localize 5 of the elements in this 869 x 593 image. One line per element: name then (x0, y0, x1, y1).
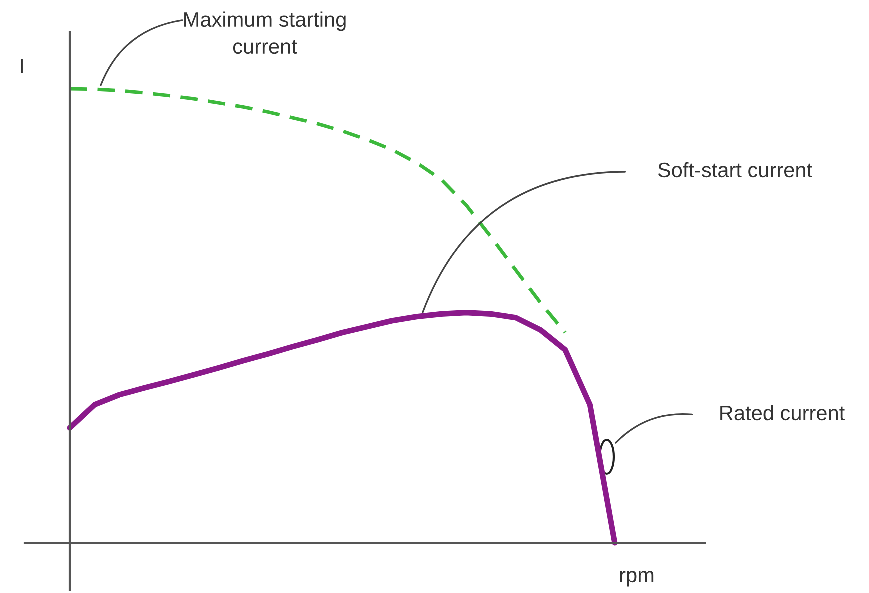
y-axis-title: I (21, 59, 23, 74)
text: Rated current (720, 405, 845, 421)
text: Maximum starting current (184, 12, 346, 54)
text: Soft-start current (658, 162, 812, 178)
x-axis-title: rpm (620, 571, 654, 587)
